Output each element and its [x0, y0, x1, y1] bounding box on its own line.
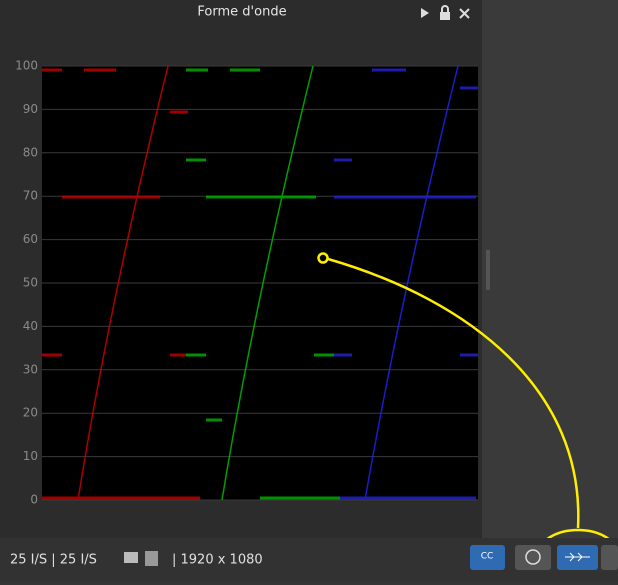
resolution: | 1920 x 1080 [172, 553, 263, 568]
vectorscope-button[interactable] [515, 545, 551, 570]
scale-label: 60 [23, 232, 38, 246]
splitter-handle[interactable] [486, 250, 490, 290]
scale-label: 80 [23, 145, 38, 159]
monitor-icon[interactable] [124, 552, 138, 563]
cc-label: CC [481, 552, 494, 562]
scale-label: 50 [23, 276, 38, 290]
scale-label: 20 [23, 406, 38, 420]
histogram-button[interactable] [601, 545, 618, 570]
scale-label: 100 [15, 59, 38, 73]
scale-label: 0 [30, 493, 38, 507]
scale-label: 10 [23, 449, 38, 463]
scale-label: 30 [23, 362, 38, 376]
panel-title: Forme d'onde [197, 5, 286, 20]
save-icon[interactable] [145, 551, 158, 566]
scale-label: 70 [23, 189, 38, 203]
frame-rate: 25 I/S | 25 I/S [10, 553, 97, 568]
scale-label: 40 [23, 319, 38, 333]
page: Forme d'onde 0 10 20 30 40 50 60 70 80 90 100 25 I… [0, 0, 618, 581]
app: Forme d'onde 0 10 20 30 40 50 60 70 80 90 100 25 I… [0, 0, 618, 581]
scale-label: 90 [23, 102, 38, 116]
